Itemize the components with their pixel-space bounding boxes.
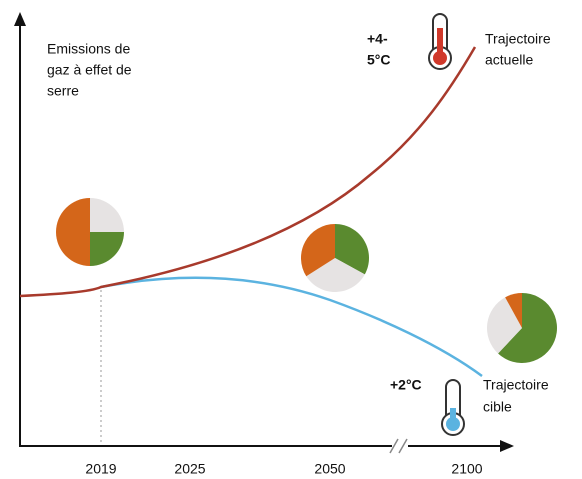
axis-break [398, 438, 408, 454]
warming-target: +2°C [390, 377, 422, 393]
x-arrow [500, 440, 514, 452]
x-label: 2019 [85, 461, 116, 477]
current-curve [19, 46, 477, 298]
y-label: gaz à effet de [47, 62, 132, 78]
warming-current: +4- [367, 31, 388, 47]
pie-slice [505, 293, 522, 328]
target-curve [100, 276, 483, 378]
pie-slice [306, 258, 365, 292]
target-label: cible [483, 399, 512, 415]
x-label: 2100 [451, 461, 482, 477]
pie-slice [498, 293, 557, 363]
pie-slice [56, 198, 90, 266]
x-label: 2050 [314, 461, 345, 477]
pie-slice [335, 224, 370, 275]
pie-slice [90, 232, 124, 266]
pie-slice [301, 224, 335, 277]
x-label: 2025 [174, 461, 205, 477]
y-arrow [14, 12, 26, 26]
pie-slice [90, 198, 124, 232]
current-label: Trajectoire [485, 31, 551, 47]
warming-current: 5°C [367, 52, 391, 68]
target-label: Trajectoire [483, 377, 549, 393]
thermometer-hot [428, 13, 452, 70]
thermometer-cool [441, 379, 465, 436]
current-label: actuelle [485, 52, 533, 68]
axis-break [389, 438, 399, 454]
y-label: Emissions de [47, 41, 130, 57]
pie-slice [487, 297, 522, 354]
y-label: serre [47, 83, 79, 99]
